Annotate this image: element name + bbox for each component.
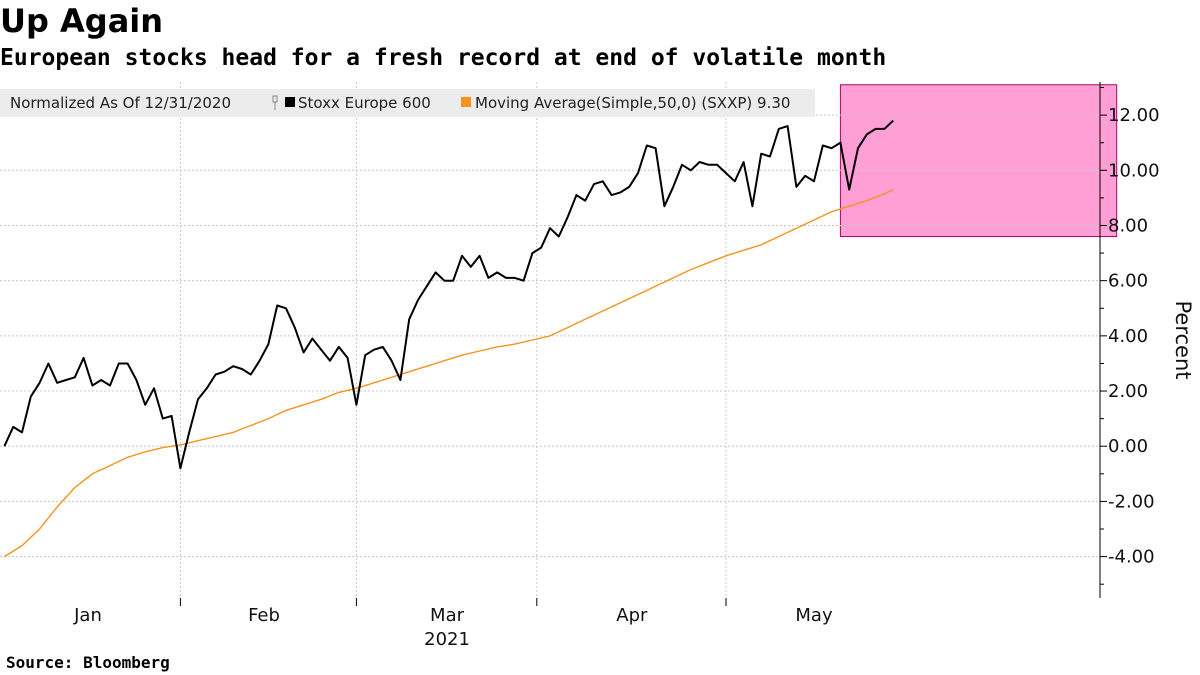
legend-swatch-moving-average bbox=[461, 97, 471, 107]
x-year-label: 2021 bbox=[424, 629, 470, 650]
y-tick-label: 8.00 bbox=[1108, 215, 1148, 236]
x-tick-label: Feb bbox=[248, 605, 280, 626]
y-tick-label: 10.00 bbox=[1108, 160, 1160, 181]
highlight-region bbox=[839, 84, 1118, 238]
y-tick-label: -2.00 bbox=[1108, 491, 1155, 512]
legend-swatch-stoxx bbox=[285, 97, 295, 107]
legend-entry-stoxx: Stoxx Europe 600 bbox=[298, 94, 431, 112]
y-tick-label: 6.00 bbox=[1108, 271, 1148, 292]
y-tick-label: 2.00 bbox=[1108, 381, 1148, 402]
x-tick-label: May bbox=[795, 605, 833, 626]
legend-entry-moving-average: Moving Average(Simple,50,0) (SXXP) 9.30 bbox=[475, 94, 790, 112]
y-axis-label: Percent bbox=[1171, 300, 1195, 379]
y-tick-label: 0.00 bbox=[1108, 436, 1148, 457]
series-lines bbox=[3, 119, 894, 558]
series-line-stoxx bbox=[3, 119, 894, 470]
legend-prefix: Normalized As Of 12/31/2020 bbox=[10, 94, 231, 112]
x-tick-label: Mar bbox=[430, 605, 465, 626]
source-note: Source: Bloomberg bbox=[6, 653, 170, 672]
series-line-moving-average bbox=[4, 188, 894, 558]
chart-title: Up Again bbox=[0, 2, 164, 40]
x-tick-label: Apr bbox=[616, 605, 648, 626]
x-tick-label: Jan bbox=[73, 605, 102, 626]
y-tick-label: 4.00 bbox=[1108, 326, 1148, 347]
y-tick-label: 12.00 bbox=[1108, 105, 1160, 126]
y-tick-label: -4.00 bbox=[1108, 547, 1155, 568]
chart-subtitle: European stocks head for a fresh record … bbox=[0, 45, 887, 71]
x-axis: Jan Feb Mar Apr May 2021 bbox=[73, 598, 833, 650]
y-axis: -4.00 -2.00 0.00 2.00 4.00 6.00 8.00 10.00 12.00 bbox=[1099, 82, 1160, 598]
grid-lines bbox=[0, 82, 1100, 598]
legend: Normalized As Of 12/31/2020 Stoxx Europe… bbox=[0, 89, 815, 117]
legend-background bbox=[0, 89, 815, 117]
